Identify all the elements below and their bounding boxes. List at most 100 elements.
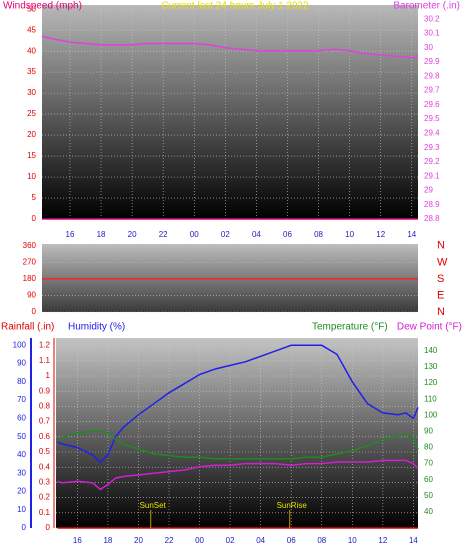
y2-tick-label: 70: [424, 459, 433, 468]
y2-tick-label: S: [437, 273, 444, 285]
y-tick-label: 0.3: [39, 478, 51, 487]
y2-tick-label: 120: [424, 378, 438, 387]
x-tick-label: 06: [287, 536, 296, 545]
y2-tick-label: 29.7: [424, 86, 440, 95]
x-tick-label: 16: [73, 536, 82, 545]
x-tick-label: 20: [134, 536, 143, 545]
y3-tick-label: 70: [17, 395, 26, 404]
y-tick-label: 0: [46, 523, 51, 532]
y2-tick-label: 30.2: [424, 14, 440, 23]
axis-title: Barometer (.in): [393, 1, 460, 12]
y2-tick-label: 29.1: [424, 171, 440, 180]
y3-tick-label: 0: [22, 523, 27, 532]
annotation: SunSet: [140, 501, 167, 510]
y2-tick-label: 30: [424, 43, 433, 52]
y-tick-label: 20: [27, 130, 36, 139]
x-tick-label: 14: [409, 536, 418, 545]
y2-tick-label: N: [437, 306, 445, 318]
series-line: [57, 430, 419, 460]
y-tick-label: 0.8: [39, 402, 51, 411]
y-tick-label: 0.9: [39, 386, 51, 395]
x-tick-label: 22: [159, 230, 168, 239]
series-line: [57, 344, 419, 464]
x-tick-label: 18: [97, 230, 106, 239]
y2-tick-label: 29.6: [424, 100, 440, 109]
series-line: [41, 35, 418, 59]
y3-tick-label: 10: [17, 505, 26, 514]
y2-tick-label: 29.3: [424, 143, 440, 152]
y-tick-label: 25: [27, 109, 36, 118]
x-tick-label: 18: [103, 536, 112, 545]
x-tick-label: 00: [190, 230, 199, 239]
x-tick-label: 08: [317, 536, 326, 545]
y-tick-label: 45: [27, 25, 36, 34]
y3-tick-label: 90: [17, 359, 26, 368]
y2-tick-label: 29.4: [424, 129, 440, 138]
y-tick-label: 1.2: [39, 341, 51, 350]
y3-tick-label: 100: [13, 340, 27, 349]
chart-title: Current last 24 hours July 1 2022: [161, 1, 309, 12]
axis-title: Rainfall (.in): [1, 322, 54, 333]
plot-background: [42, 5, 418, 219]
axis-title: Windspeed (mph): [3, 1, 82, 12]
y2-tick-label: 29.8: [424, 71, 440, 80]
y2-tick-label: 60: [424, 475, 433, 484]
x-tick-label: 12: [378, 536, 387, 545]
annotation: SunRise: [277, 501, 308, 510]
x-tick-label: 02: [221, 230, 230, 239]
y-tick-label: 360: [23, 241, 37, 250]
y3-tick-label: 40: [17, 450, 26, 459]
y2-tick-label: 90: [424, 426, 433, 435]
axis-title: Humidity (%): [68, 322, 125, 333]
y-tick-label: 0: [32, 214, 37, 223]
y3-tick-label: 80: [17, 377, 26, 386]
y2-tick-label: 40: [424, 507, 433, 516]
plot-background: [56, 338, 418, 528]
y-tick-label: 180: [23, 274, 37, 283]
series-line: [57, 459, 419, 491]
y-tick-label: 1: [46, 371, 51, 380]
x-tick-label: 10: [348, 536, 357, 545]
y2-tick-label: 29.2: [424, 157, 440, 166]
plot-background: [42, 244, 418, 312]
x-tick-label: 20: [128, 230, 137, 239]
x-tick-label: 22: [165, 536, 174, 545]
y2-tick-label: 110: [424, 394, 437, 403]
x-tick-label: 06: [283, 230, 292, 239]
y-tick-label: 10: [27, 172, 36, 181]
y-tick-label: 0.4: [39, 462, 51, 471]
x-tick-label: 02: [226, 536, 235, 545]
axis-title: Temperature (°F): [312, 322, 388, 333]
y2-tick-label: 29.5: [424, 114, 440, 123]
y-tick-label: 0.1: [39, 508, 51, 517]
y2-tick-label: N: [437, 240, 445, 252]
x-tick-label: 04: [252, 230, 261, 239]
y-tick-label: 0: [32, 307, 37, 316]
y-tick-label: 0.7: [39, 417, 51, 426]
y-tick-label: 0.5: [39, 447, 51, 456]
x-tick-label: 16: [66, 230, 75, 239]
x-tick-label: 00: [195, 536, 204, 545]
y-tick-label: 5: [32, 193, 37, 202]
y2-tick-label: 130: [424, 362, 438, 371]
x-tick-label: 04: [256, 536, 265, 545]
y2-tick-label: W: [437, 256, 448, 268]
y2-tick-label: 50: [424, 491, 433, 500]
axis-title: Dew Point (°F): [397, 322, 462, 333]
y2-tick-label: 29: [424, 186, 433, 195]
y3-tick-label: 60: [17, 413, 26, 422]
x-tick-label: 12: [376, 230, 385, 239]
y2-tick-label: 80: [424, 443, 433, 452]
y-tick-label: 270: [23, 257, 37, 266]
y-tick-label: 15: [27, 151, 36, 160]
y3-tick-label: 30: [17, 468, 26, 477]
y-tick-label: 30: [27, 88, 36, 97]
y2-tick-label: 100: [424, 410, 438, 419]
x-tick-label: 14: [407, 230, 416, 239]
x-tick-label: 08: [314, 230, 323, 239]
y-tick-label: 50: [27, 4, 36, 13]
y2-tick-label: 29.9: [424, 57, 440, 66]
y-tick-label: 1.1: [39, 356, 51, 365]
y2-tick-label: 140: [424, 346, 438, 355]
